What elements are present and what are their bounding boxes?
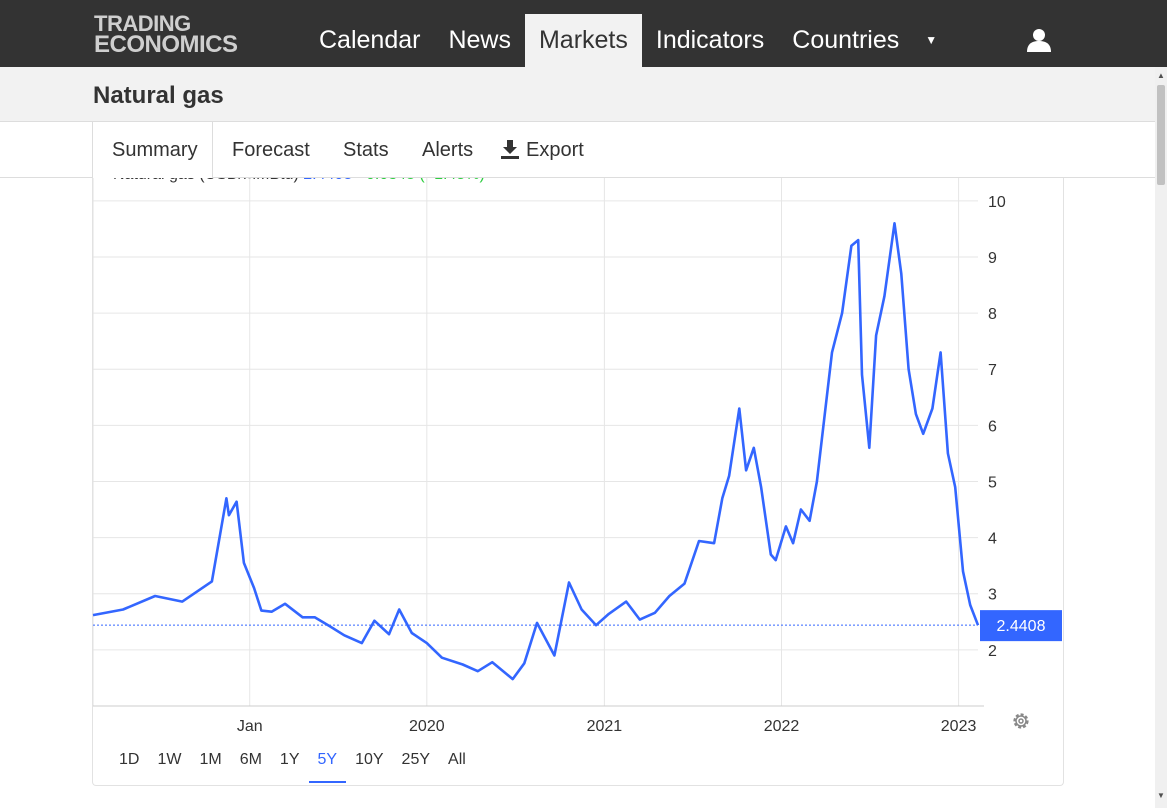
download-icon [501,140,519,159]
nav-indicators[interactable]: Indicators [655,26,765,54]
nav-calendar[interactable]: Calendar [319,26,421,54]
caret-down-icon[interactable]: ▼ [925,33,938,47]
top-navbar: TRADING ECONOMICS Calendar News Markets … [0,0,1167,67]
nav-markets[interactable]: Markets [524,14,642,67]
range-1y[interactable]: 1Y [279,751,300,768]
range-selector: 1D 1W 1M 6M 1Y 5Y 10Y 25Y All [110,741,475,783]
tab-forecast[interactable]: Forecast [232,139,310,161]
tab-alerts[interactable]: Alerts [422,139,474,161]
y-tick-label: 5 [988,474,997,491]
legend-series-name: Natural gas (USD/MMBtu) [113,178,299,183]
brand-line1: TRADING [94,11,191,36]
range-all[interactable]: All [448,751,466,768]
tab-export[interactable]: Export [500,122,584,178]
chart-legend: Natural gas (USD/MMBtu) 2.4408 +0.0348 (… [113,178,485,184]
tab-stats[interactable]: Stats [343,139,389,161]
scroll-up-arrow-icon[interactable]: ▲ [1157,71,1165,80]
section-tabs: Summary Forecast Stats Alerts Export [0,122,1155,179]
x-tick-label: 2021 [587,718,623,735]
y-tick-label: 6 [988,418,997,435]
x-tick-label: 2020 [409,718,445,735]
range-6m[interactable]: 6M [239,751,262,768]
y-tick-label: 2 [988,643,997,660]
nav-news[interactable]: News [448,26,511,54]
nav-countries[interactable]: Countries [792,26,900,54]
y-tick-label: 9 [988,250,997,267]
series-line-natural-gas [92,221,980,681]
range-1d[interactable]: 1D [119,751,140,768]
x-tick-label: Jan [237,718,263,735]
y-tick-label: 7 [988,362,997,379]
price-chart[interactable]: 2 3 4 5 6 7 8 9 10 Jan 2020 2021 2022 2023 2.4408 [0,178,1155,738]
page-header: Natural gas [0,67,1155,122]
last-value-tag [980,610,1062,642]
range-1m[interactable]: 1M [199,751,222,768]
export-label: Export [526,139,584,161]
legend-value: 2.4408 [303,178,352,183]
brand-logo[interactable]: TRADING ECONOMICS [94,11,274,58]
scroll-down-arrow-icon[interactable]: ▼ [1157,791,1165,800]
y-tick-label: 3 [988,587,997,604]
page-title: Natural gas [93,82,224,109]
user-icon[interactable] [1026,28,1052,52]
range-1w[interactable]: 1W [157,751,182,768]
range-5y[interactable]: 5Y [308,741,347,783]
gear-icon[interactable] [1010,710,1032,732]
main-nav: Calendar News Markets Indicators Countri… [305,14,949,67]
last-value-label: 2.4408 [997,618,1046,635]
brand-line2: ECONOMICS [94,31,238,58]
x-tick-label: 2022 [764,718,800,735]
legend-change: +0.0348 (+1.45%) [357,178,485,183]
page-scrollbar[interactable]: ▲ ▼ [1155,67,1167,808]
x-tick-label: 2023 [941,718,977,735]
y-tick-label: 4 [988,531,997,548]
y-tick-label: 10 [988,194,1006,211]
y-tick-label: 8 [988,306,997,323]
tab-summary[interactable]: Summary [92,122,213,179]
range-25y[interactable]: 25Y [401,751,431,768]
range-10y[interactable]: 10Y [355,751,384,768]
scroll-thumb[interactable] [1157,85,1165,185]
